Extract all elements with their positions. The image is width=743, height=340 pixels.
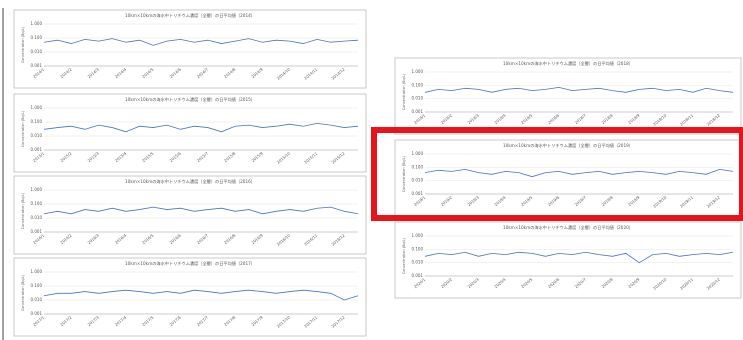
y-tick-label: 0.100: [31, 119, 43, 124]
y-tick-label: 0.001: [412, 191, 424, 196]
y-tick-label: 0.010: [31, 297, 43, 302]
y-tick-label: 1.000: [412, 151, 424, 156]
panel: [394, 221, 742, 299]
y-tick-label: 0.010: [412, 96, 424, 101]
y-tick-label: 1.000: [31, 187, 43, 192]
y-tick-label: 1.000: [31, 105, 43, 110]
y-axis-label: Concentration (Bq/L): [402, 73, 406, 110]
panel: [13, 9, 367, 89]
highlight-box: [371, 127, 743, 221]
data-line: [424, 168, 734, 178]
chart-title: 10km×10kmの海水中トリチウム濃度（全層）の日平均値（2017）: [125, 260, 255, 267]
panel: [13, 93, 367, 173]
panel: [13, 257, 367, 337]
y-tick-label: 1.000: [31, 269, 43, 274]
y-tick-label: 0.100: [412, 246, 424, 251]
y-tick-label: 0.001: [31, 311, 43, 316]
y-tick-label: 0.100: [412, 82, 424, 87]
data-line: [43, 206, 359, 215]
panel: [13, 175, 367, 255]
data-line: [424, 251, 734, 264]
data-line: [424, 86, 734, 93]
y-tick-label: 0.010: [412, 260, 424, 265]
chart-title: 10km×10kmの海水中トリチウム濃度（全層）の日平均値（2016）: [125, 178, 255, 185]
y-axis-label: Concentration (Bq/L): [21, 110, 25, 147]
y-tick-label: 0.010: [412, 178, 424, 183]
panel: [394, 139, 742, 217]
panel: [394, 57, 742, 135]
chart-title: 10km×10kmの海水中トリチウム濃度（全層）の日平均値（2019）: [503, 142, 633, 149]
y-tick-label: 0.001: [31, 229, 43, 234]
y-tick-label: 1.000: [31, 21, 43, 26]
y-tick-label: 1.000: [412, 69, 424, 74]
chart-title: 10km×10kmの海水中トリチウム濃度（全層）の日平均値（2018）: [503, 60, 633, 67]
y-axis-label: Concentration (Bq/L): [21, 192, 25, 229]
y-tick-label: 0.001: [412, 109, 424, 114]
y-tick-label: 0.001: [31, 147, 43, 152]
y-tick-label: 1.000: [412, 233, 424, 238]
y-axis-label: Concentration (Bq/L): [402, 237, 406, 274]
y-tick-label: 0.100: [31, 201, 43, 206]
data-line: [43, 289, 359, 301]
y-tick-label: 0.010: [31, 215, 43, 220]
data-line: [43, 38, 359, 46]
y-axis-label: Concentration (Bq/L): [402, 155, 406, 192]
y-tick-label: 0.100: [31, 35, 43, 40]
y-axis-label: Concentration (Bq/L): [21, 26, 25, 63]
y-tick-label: 0.100: [412, 164, 424, 169]
chart-title: 10km×10kmの海水中トリチウム濃度（全層）の日平均値（2020）: [503, 224, 633, 231]
chart-title: 10km×10kmの海水中トリチウム濃度（全層）の日平均値（2015）: [125, 96, 255, 103]
y-tick-label: 0.001: [412, 273, 424, 278]
y-tick-label: 0.010: [31, 133, 43, 138]
y-axis-label: Concentration (Bq/L): [21, 274, 25, 311]
y-tick-label: 0.100: [31, 283, 43, 288]
y-tick-label: 0.001: [31, 63, 43, 68]
y-tick-label: 0.010: [31, 49, 43, 54]
chart-title: 10km×10kmの海水中トリチウム濃度（全層）の日平均値（2014）: [125, 12, 255, 19]
data-line: [43, 122, 359, 133]
